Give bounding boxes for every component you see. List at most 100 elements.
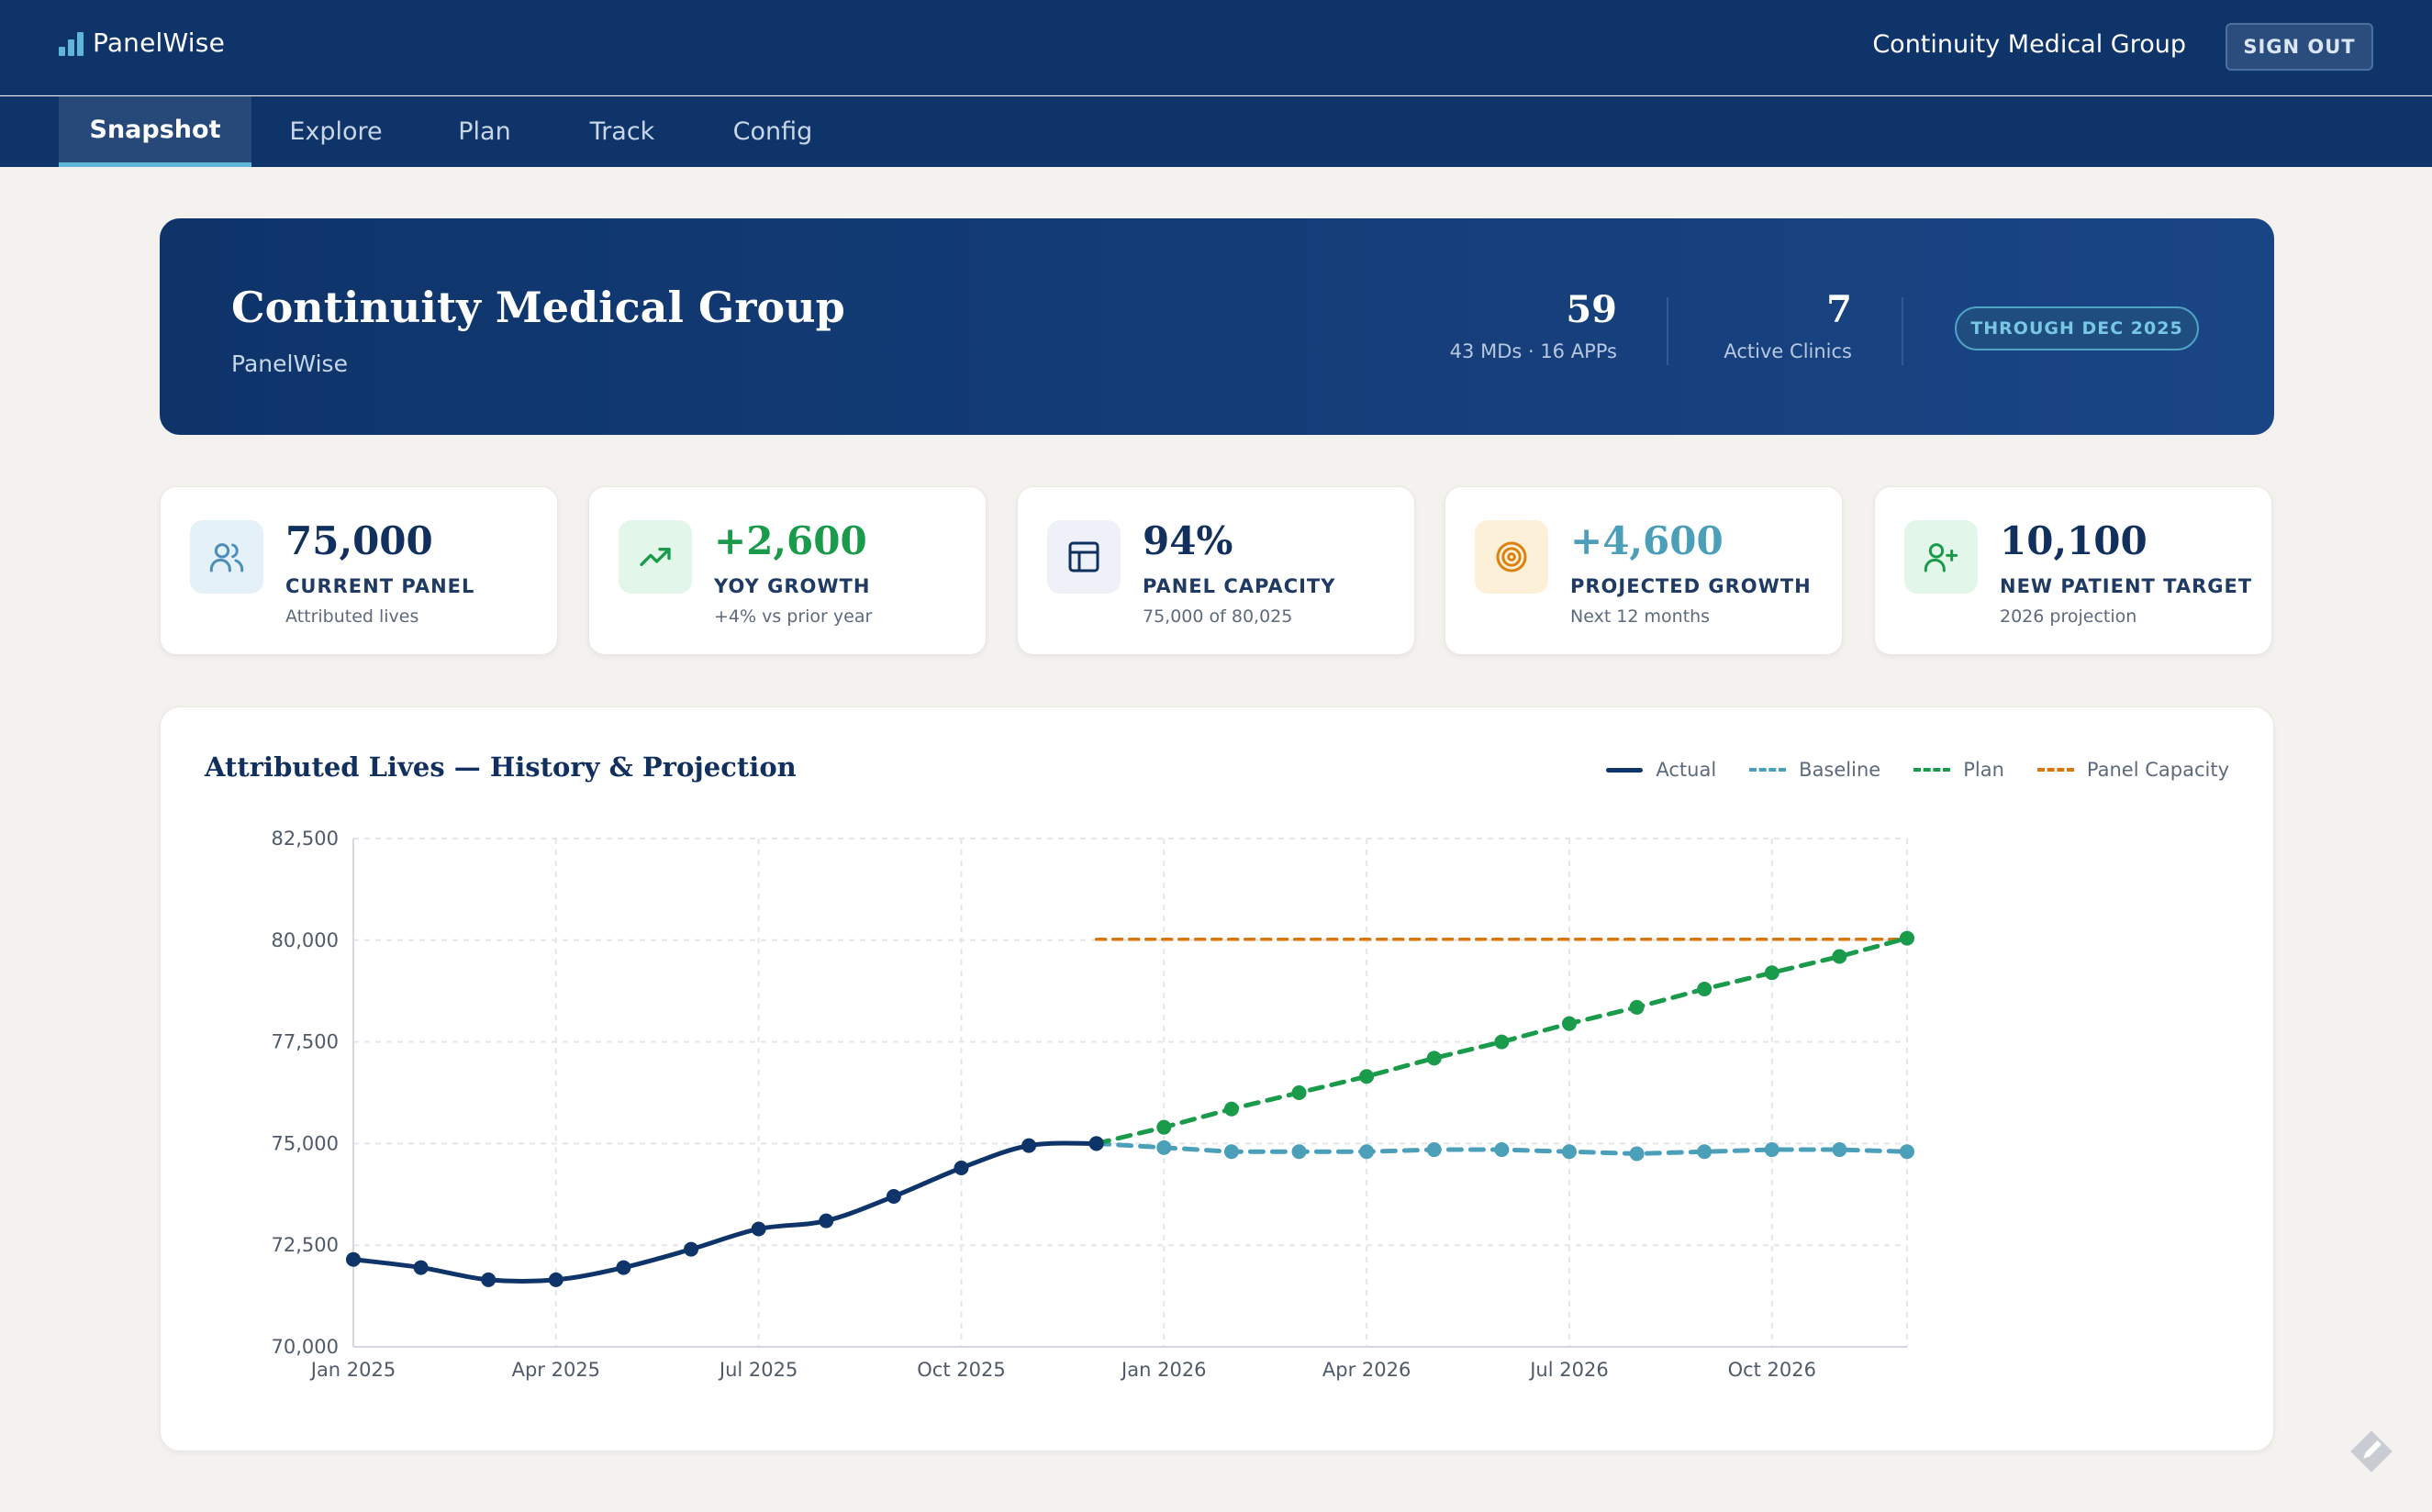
- legend-item-actual[interactable]: Actual: [1606, 759, 1716, 781]
- data-point-actual: [481, 1272, 496, 1287]
- tab-track[interactable]: Track: [589, 117, 655, 146]
- x-tick-label: Apr 2025: [512, 1359, 600, 1381]
- data-point-plan: [1359, 1069, 1375, 1084]
- bar-chart-icon: [59, 30, 84, 56]
- brand-name: PanelWise: [93, 28, 226, 58]
- kpi-card-projected-growth: +4,600 PROJECTED GROWTH Next 12 months: [1445, 486, 1843, 655]
- kpi-card-current-panel: 75,000 CURRENT PANEL Attributed lives: [160, 486, 558, 655]
- data-point-baseline: [1291, 1144, 1307, 1160]
- provider-count-value: 59: [1566, 288, 1617, 331]
- stat-divider: [1902, 297, 1903, 365]
- legend-label: Panel Capacity: [2086, 759, 2229, 781]
- x-tick-label: Oct 2026: [1728, 1359, 1816, 1381]
- y-tick-label: 72,500: [272, 1234, 339, 1256]
- data-point-actual: [1021, 1138, 1037, 1153]
- data-point-plan: [1426, 1051, 1442, 1066]
- data-point-actual: [548, 1272, 563, 1287]
- clinic-count-stat: 7 Active Clinics: [1724, 288, 1852, 362]
- data-point-plan: [1697, 981, 1712, 996]
- data-point-plan: [1900, 930, 1914, 946]
- user-plus-icon: [1904, 520, 1978, 594]
- x-tick-label: Jul 2025: [718, 1359, 798, 1381]
- data-point-baseline: [1832, 1142, 1847, 1158]
- kpi-label: YOY GROWTH: [714, 575, 871, 597]
- main-nav: Snapshot Explore Plan Track Config: [0, 96, 2432, 167]
- kpi-subtext: +4% vs prior year: [714, 606, 873, 627]
- kpi-value: 10,100: [2000, 518, 2148, 563]
- data-point-plan: [1629, 999, 1645, 1015]
- data-point-plan: [1561, 1016, 1577, 1031]
- data-point-actual: [954, 1160, 969, 1175]
- sign-out-button[interactable]: SIGN OUT: [2226, 23, 2373, 71]
- data-point-baseline: [1561, 1144, 1577, 1160]
- data-point-actual: [1088, 1136, 1104, 1151]
- kpi-label: NEW PATIENT TARGET: [2000, 575, 2253, 597]
- legend-label: Actual: [1656, 759, 1717, 781]
- data-point-plan: [1291, 1085, 1307, 1100]
- kpi-value: 75,000: [285, 518, 433, 563]
- chart-legend: Actual Baseline Plan Panel Capacity: [1606, 759, 2229, 781]
- provider-count-label: 43 MDs · 16 APPs: [1449, 340, 1617, 362]
- series-line-actual: [351, 1140, 1099, 1284]
- kpi-subtext: Next 12 months: [1570, 606, 1711, 627]
- y-tick-label: 82,500: [272, 828, 339, 850]
- kpi-card-new-patient-target: 10,100 NEW PATIENT TARGET 2026 projectio…: [1874, 486, 2272, 655]
- feedback-pencil-icon[interactable]: [2348, 1428, 2395, 1479]
- y-tick-label: 70,000: [272, 1336, 339, 1358]
- clinic-count-label: Active Clinics: [1724, 340, 1852, 362]
- data-point-actual: [819, 1213, 834, 1228]
- tab-explore[interactable]: Explore: [289, 117, 383, 146]
- data-point-actual: [616, 1260, 631, 1275]
- y-tick-label: 75,000: [272, 1132, 339, 1154]
- kpi-label: PANEL CAPACITY: [1143, 575, 1336, 597]
- kpi-card-panel-capacity: 94% PANEL CAPACITY 75,000 of 80,025: [1017, 486, 1415, 655]
- data-point-plan: [1832, 949, 1847, 964]
- legend-swatch: [1913, 768, 1951, 772]
- legend-swatch: [1606, 767, 1644, 773]
- legend-swatch: [2036, 768, 2074, 772]
- x-tick-label: Oct 2025: [917, 1359, 1005, 1381]
- tab-plan[interactable]: Plan: [458, 117, 511, 146]
- data-point-actual: [751, 1221, 766, 1237]
- y-tick-label: 80,000: [272, 929, 339, 951]
- attributed-lives-chart-card: 70,000 72,500 75,000 77,500 80,000 82,500 Jan …: [160, 706, 2274, 1451]
- data-point-baseline: [1156, 1140, 1172, 1155]
- clinic-count-value: 7: [1826, 288, 1852, 331]
- users-icon: [190, 520, 263, 594]
- data-point-baseline: [1697, 1144, 1712, 1160]
- kpi-subtext: 75,000 of 80,025: [1143, 606, 1293, 627]
- trending-up-icon: [619, 520, 692, 594]
- legend-label: Plan: [1963, 759, 2004, 781]
- data-point-actual: [684, 1241, 699, 1257]
- legend-swatch: [1749, 768, 1787, 772]
- x-tick-label: Jul 2026: [1528, 1359, 1608, 1381]
- page-title: Continuity Medical Group: [231, 283, 845, 332]
- data-point-actual: [413, 1260, 429, 1275]
- data-point-baseline: [1900, 1144, 1914, 1160]
- chart-title: Attributed Lives — History & Projection: [205, 751, 797, 783]
- x-tick-label: Apr 2026: [1322, 1359, 1411, 1381]
- attributed-lives-line-chart: 70,000 72,500 75,000 77,500 80,000 82,500 Jan …: [272, 828, 1914, 1381]
- legend-item-panel-capacity[interactable]: Panel Capacity: [2036, 759, 2229, 781]
- kpi-value: +4,600: [1570, 518, 1724, 563]
- data-point-plan: [1223, 1101, 1239, 1117]
- data-point-baseline: [1426, 1142, 1442, 1158]
- top-bar: PanelWise Continuity Medical Group SIGN …: [0, 0, 2432, 95]
- data-point-plan: [1494, 1034, 1510, 1050]
- legend-item-baseline[interactable]: Baseline: [1749, 759, 1880, 781]
- legend-item-plan[interactable]: Plan: [1913, 759, 2004, 781]
- kpi-subtext: Attributed lives: [285, 606, 419, 627]
- period-badge: THROUGH DEC 2025: [1955, 306, 2199, 350]
- stat-divider: [1667, 297, 1668, 365]
- kpi-subtext: 2026 projection: [2000, 606, 2137, 627]
- brand-logo[interactable]: PanelWise: [59, 28, 225, 58]
- tab-snapshot[interactable]: Snapshot: [59, 96, 251, 167]
- page-subtitle: PanelWise: [231, 350, 348, 377]
- data-point-plan: [1764, 965, 1779, 981]
- provider-count-stat: 59 43 MDs · 16 APPs: [1450, 288, 1617, 362]
- kpi-label: CURRENT PANEL: [285, 575, 475, 597]
- data-point-baseline: [1359, 1144, 1375, 1160]
- data-point-baseline: [1629, 1146, 1645, 1162]
- org-name: Continuity Medical Group: [1872, 30, 2186, 59]
- tab-config[interactable]: Config: [732, 117, 813, 146]
